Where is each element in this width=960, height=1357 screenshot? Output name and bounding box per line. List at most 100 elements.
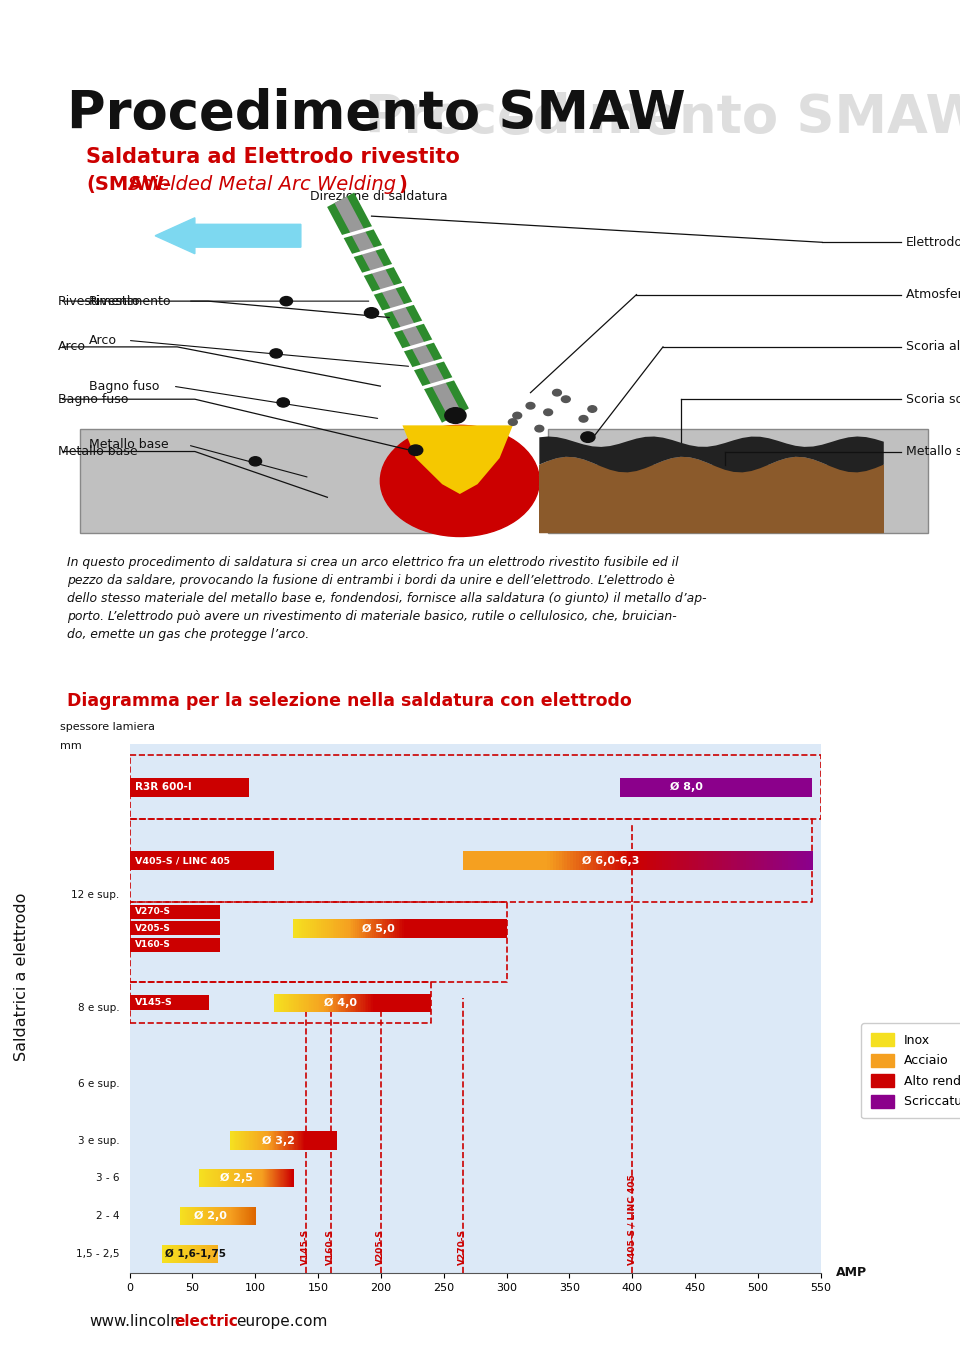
Bar	[257, 1170, 259, 1187]
Bar	[237, 1208, 238, 1225]
Bar	[268, 1170, 269, 1187]
Bar	[297, 920, 300, 938]
Bar	[770, 851, 774, 870]
Bar	[241, 1170, 242, 1187]
Bar	[204, 1244, 205, 1263]
Bar	[477, 851, 480, 870]
Bar	[281, 1170, 282, 1187]
Text: Ø 6,0-6,3: Ø 6,0-6,3	[582, 856, 639, 866]
Bar	[290, 1170, 292, 1187]
Bar	[391, 920, 394, 938]
Bar	[180, 1208, 182, 1225]
Bar	[278, 1170, 280, 1187]
Bar	[289, 993, 292, 1012]
Bar	[354, 993, 357, 1012]
Bar	[499, 851, 503, 870]
Bar	[556, 851, 560, 870]
Bar	[275, 1170, 276, 1187]
Bar	[210, 1208, 211, 1225]
Bar	[206, 1244, 208, 1263]
Bar	[361, 993, 364, 1012]
Bar	[255, 1170, 257, 1187]
Bar	[256, 1132, 258, 1149]
Bar	[130, 938, 220, 951]
Bar	[562, 851, 565, 870]
Bar	[722, 851, 726, 870]
Bar	[788, 851, 792, 870]
Bar	[761, 851, 765, 870]
Text: R3R 600-I: R3R 600-I	[134, 782, 191, 792]
Bar	[176, 1244, 178, 1263]
Bar	[244, 1170, 246, 1187]
Bar	[195, 1244, 196, 1263]
Bar	[752, 851, 756, 870]
Bar	[234, 1208, 235, 1225]
Bar	[214, 1244, 215, 1263]
Bar	[192, 1208, 194, 1225]
Bar	[252, 1208, 253, 1225]
Bar	[547, 851, 551, 870]
Bar	[229, 1170, 230, 1187]
Bar	[380, 920, 382, 938]
Bar	[264, 1170, 265, 1187]
Bar	[193, 1208, 195, 1225]
Bar	[197, 1208, 198, 1225]
Bar	[200, 1244, 202, 1263]
Bar	[310, 920, 312, 938]
Bar	[235, 1170, 237, 1187]
Bar	[236, 1170, 238, 1187]
Bar	[282, 1170, 283, 1187]
Bar	[576, 851, 579, 870]
Bar	[324, 920, 325, 938]
Bar	[272, 1170, 274, 1187]
Bar	[604, 851, 608, 870]
Bar	[708, 851, 710, 870]
Bar	[184, 1244, 186, 1263]
Bar	[278, 1170, 279, 1187]
Bar	[368, 993, 371, 1012]
Bar	[237, 1208, 238, 1225]
Bar	[595, 851, 599, 870]
Bar	[525, 851, 528, 870]
Bar	[218, 1170, 219, 1187]
Bar	[231, 1208, 233, 1225]
Bar	[254, 1132, 256, 1149]
Bar	[292, 1170, 293, 1187]
Bar	[544, 851, 548, 870]
Bar	[496, 851, 500, 870]
Bar	[215, 1244, 216, 1263]
Text: (SMAW-: (SMAW-	[86, 175, 172, 194]
Bar	[370, 993, 372, 1012]
Text: V205-S: V205-S	[134, 924, 171, 932]
Bar	[374, 993, 431, 1012]
Bar	[196, 1208, 197, 1225]
Bar	[206, 1208, 208, 1225]
Bar	[624, 851, 627, 870]
Bar	[794, 851, 798, 870]
Bar	[304, 920, 307, 938]
Bar	[247, 1208, 248, 1225]
Bar	[618, 851, 622, 870]
Bar	[296, 993, 299, 1012]
Bar	[293, 920, 296, 938]
Bar	[719, 851, 723, 870]
Bar	[218, 1208, 219, 1225]
Bar	[255, 1132, 257, 1149]
Bar	[170, 1244, 171, 1263]
Bar	[208, 1244, 210, 1263]
Bar	[725, 851, 729, 870]
Bar	[295, 920, 298, 938]
Bar	[211, 1244, 213, 1263]
Bar	[213, 1170, 215, 1187]
Bar	[279, 1132, 281, 1149]
Bar	[186, 1244, 188, 1263]
Bar	[231, 1170, 233, 1187]
Bar	[601, 851, 605, 870]
Bar	[256, 1170, 258, 1187]
Bar	[573, 851, 576, 870]
Bar	[743, 851, 747, 870]
Bar	[323, 993, 325, 1012]
Bar	[232, 1208, 233, 1225]
Bar	[281, 1132, 283, 1149]
Bar	[516, 851, 519, 870]
